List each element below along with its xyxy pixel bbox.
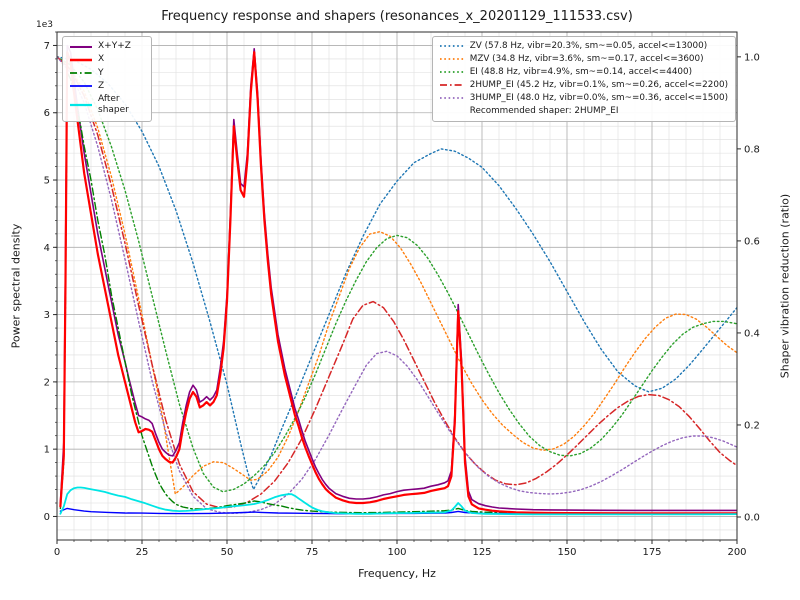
legend-line-xyz-icon [70,45,92,48]
legend-line-ei-icon [439,71,464,74]
legend-item-z: Z [69,81,144,92]
legend-label-x: X [98,54,105,65]
svg-text:7: 7 [44,41,50,52]
legend-label-ei: EI (48.8 Hz, vibr=4.9%, sm~=0.14, accel<… [469,66,693,77]
legend-item-xyz: X+Y+Z [69,41,144,52]
svg-text:6: 6 [44,108,50,119]
svg-text:75: 75 [306,547,319,558]
legend-line-after-shaper-icon [70,104,92,107]
series-line-zv [57,56,737,491]
legend-line-y-icon [70,72,92,74]
legend-item-3hump-ei: 3HUMP_EI (48.0 Hz, vibr=0.0%, sm~=0.36, … [439,93,728,104]
legend-item-zv: ZV (57.8 Hz, vibr=20.3%, sm~=0.05, accel… [439,41,728,52]
svg-text:0.0: 0.0 [744,512,760,523]
legend-item-ei: EI (48.8 Hz, vibr=4.9%, sm~=0.14, accel<… [439,67,728,78]
svg-text:175: 175 [642,547,661,558]
svg-text:5: 5 [44,176,50,187]
svg-text:3: 3 [44,310,50,321]
legend-label-2hump-ei: 2HUMP_EI (45.2 Hz, vibr=0.1%, sm~=0.26, … [469,79,728,90]
svg-text:0: 0 [44,512,50,523]
svg-text:2: 2 [44,377,50,388]
legend-item-y: Y [69,68,144,79]
legend-line-3hump-ei-icon [439,97,464,100]
svg-text:1: 1 [44,445,50,456]
legend-label-after-shaper: After shaper [98,94,129,116]
axis-ticks: 0 25 50 75 100 125 150 175 200 0 1 2 3 4 5 6 7 0.0 0.2 0.4 0… [44,31,760,558]
legend-item-mzv: MZV (34.8 Hz, vibr=3.6%, sm~=0.17, accel… [439,54,728,65]
svg-text:150: 150 [557,547,576,558]
chart-title: Frequency response and shapers (resonanc… [161,9,633,24]
legend-item-2hump-ei: 2HUMP_EI (45.2 Hz, vibr=0.1%, sm~=0.26, … [439,80,728,91]
legend-line-zv-icon [439,45,464,48]
svg-text:125: 125 [472,547,491,558]
legend-label-z: Z [98,80,105,91]
series-group [57,44,737,516]
shaper-legend: ZV (57.8 Hz, vibr=20.3%, sm~=0.05, accel… [431,36,736,122]
legend-line-2hump-ei-icon [439,84,464,87]
legend-label-mzv: MZV (34.8 Hz, vibr=3.6%, sm~=0.17, accel… [469,53,704,64]
legend-label-3hump-ei: 3HUMP_EI (48.0 Hz, vibr=0.0%, sm~=0.36, … [469,92,728,103]
svg-text:100: 100 [387,547,406,558]
svg-text:0.8: 0.8 [744,144,760,155]
legend-item-after-shaper: After shaper [69,94,144,117]
psd-legend: X+Y+Z X Y Z After shaper [62,36,152,122]
svg-text:0: 0 [54,547,60,558]
legend-item-x: X [69,54,144,65]
legend-line-x-icon [70,58,92,62]
legend-label-zv: ZV (57.8 Hz, vibr=20.3%, sm~=0.05, accel… [469,41,708,51]
series-line-mzv [57,56,737,495]
recommended-shaper-text: Recommended shaper: 2HUMP_EI [469,105,619,116]
series-line-x [59,51,737,515]
legend-label-xyz: X+Y+Z [98,41,131,51]
svg-text:4: 4 [44,243,50,254]
svg-text:0.2: 0.2 [744,420,760,431]
legend-line-mzv-icon [439,58,464,61]
svg-text:50: 50 [221,547,234,558]
y-axis-offset-text: 1e3 [36,20,53,30]
svg-text:200: 200 [727,547,746,558]
series-line-2hump-ei [57,56,737,509]
y-axis-label-left: Power spectral density [9,223,23,349]
recommended-shaper-note: Recommended shaper: 2HUMP_EI [439,106,728,117]
legend-line-z-icon [70,85,92,88]
y-axis-label-right: Shaper vibration reduction (ratio) [778,193,792,379]
svg-text:0.4: 0.4 [744,328,760,339]
svg-text:0.6: 0.6 [744,236,760,247]
series-line-ei [57,56,737,493]
series-line-y [59,71,737,515]
legend-label-y: Y [98,67,104,78]
svg-text:1.0: 1.0 [744,52,760,63]
svg-text:25: 25 [136,547,149,558]
series-line-3hump-ei [57,56,737,514]
x-axis-label: Frequency, Hz [358,567,436,580]
series-line-after-shaper [59,486,737,516]
